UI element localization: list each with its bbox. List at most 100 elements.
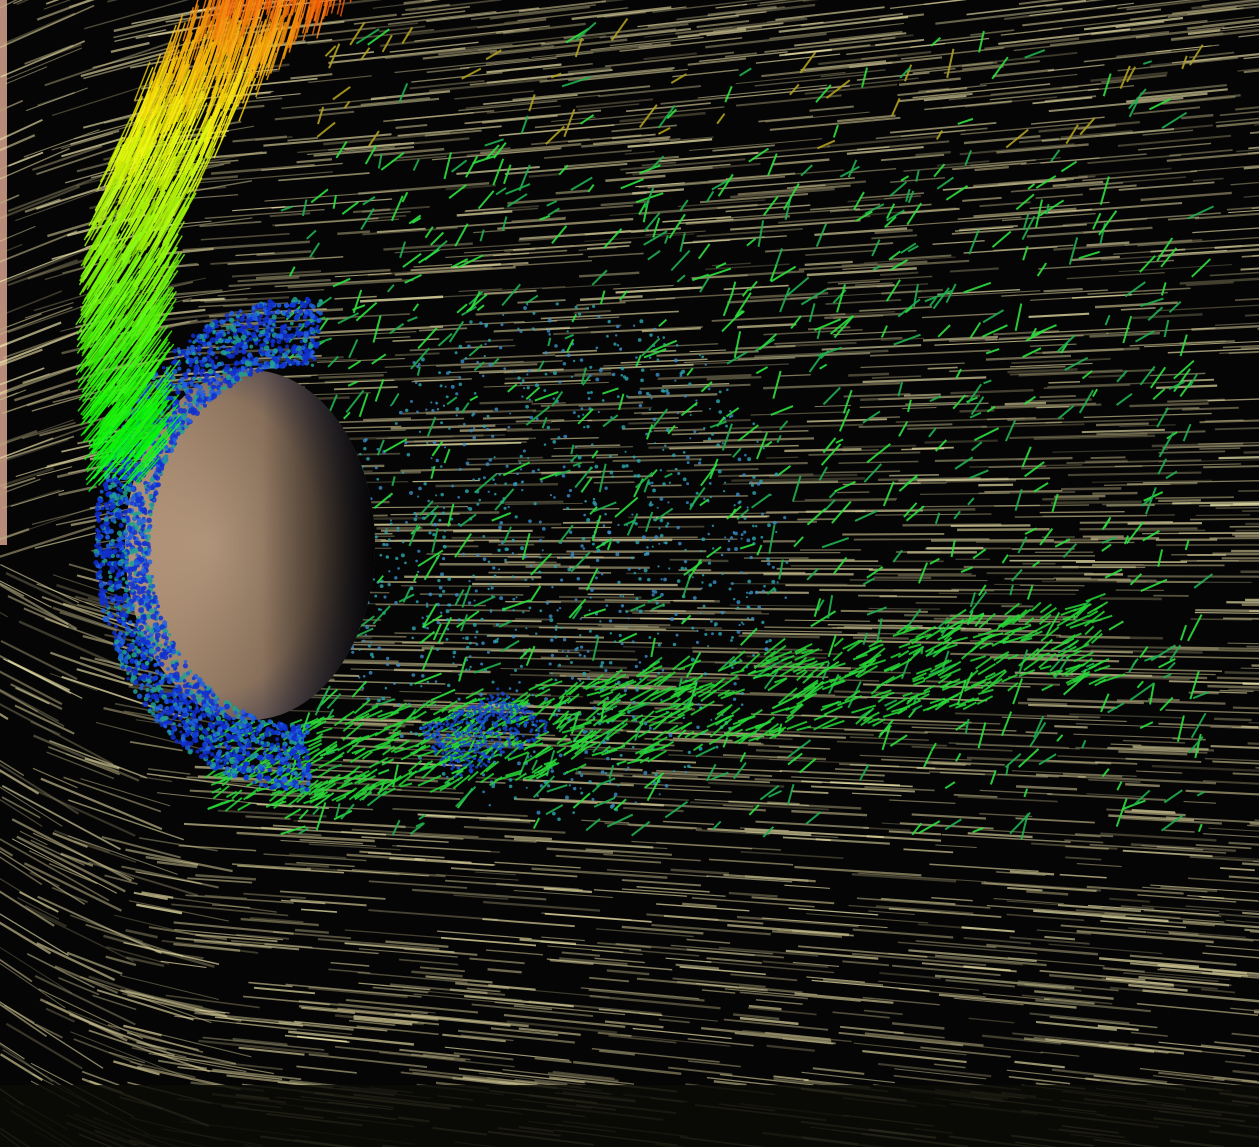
streak <box>517 458 571 462</box>
streak <box>1235 106 1259 111</box>
streak <box>0 437 54 460</box>
streak <box>1185 53 1259 64</box>
streak <box>318 97 440 112</box>
streak <box>1142 905 1220 913</box>
streak <box>1205 945 1259 951</box>
ion <box>518 680 521 684</box>
streak <box>522 648 636 653</box>
streak <box>1192 690 1248 694</box>
streak <box>424 409 478 413</box>
ion <box>465 636 469 641</box>
streak <box>1162 444 1259 449</box>
ion <box>624 376 629 381</box>
ion <box>596 548 601 553</box>
streak <box>728 891 778 898</box>
ion <box>740 537 743 540</box>
streak <box>691 897 815 908</box>
ion <box>638 403 643 408</box>
streak <box>764 36 896 53</box>
ion <box>668 481 672 484</box>
streak <box>553 328 657 336</box>
streak <box>852 952 987 967</box>
streak <box>32 144 103 171</box>
streak <box>1061 81 1122 89</box>
streak <box>638 179 730 188</box>
streak <box>389 856 422 861</box>
streak <box>652 0 763 13</box>
ion <box>703 497 706 501</box>
streak <box>647 441 721 445</box>
streak <box>739 991 808 1000</box>
streak <box>545 324 622 331</box>
streak <box>1214 717 1252 722</box>
ion <box>499 520 504 525</box>
streak <box>1244 928 1259 932</box>
streak <box>1009 369 1123 376</box>
streak <box>731 477 866 482</box>
ion <box>494 407 499 412</box>
ion <box>621 425 626 430</box>
streak <box>1199 447 1241 450</box>
streak <box>0 1003 48 1038</box>
ion <box>525 627 528 630</box>
ion <box>727 547 731 552</box>
streak <box>1158 1071 1225 1082</box>
ion <box>554 344 558 348</box>
streak <box>696 982 818 996</box>
streak <box>25 87 88 112</box>
streak <box>252 356 344 363</box>
ion <box>761 589 765 594</box>
streak <box>696 227 803 238</box>
streak <box>675 17 808 35</box>
streak <box>730 219 861 231</box>
ion <box>611 475 615 478</box>
ion <box>371 655 375 659</box>
streak <box>739 474 780 477</box>
streak <box>805 249 877 256</box>
streak <box>860 362 965 369</box>
streak <box>1041 128 1175 143</box>
streak <box>603 363 642 367</box>
ion <box>550 672 553 675</box>
ion <box>605 604 609 607</box>
ion <box>609 470 614 475</box>
streak <box>489 6 590 20</box>
streak <box>60 133 114 150</box>
streak <box>46 751 115 780</box>
streak <box>173 942 241 952</box>
streak <box>966 756 1099 765</box>
streak <box>609 211 650 217</box>
streak <box>392 338 440 342</box>
streak <box>1069 255 1120 262</box>
streak <box>1001 716 1127 722</box>
streak <box>851 167 897 174</box>
streak <box>584 229 649 236</box>
ion <box>540 480 543 483</box>
streak <box>599 363 694 370</box>
ion <box>487 338 492 342</box>
streak <box>518 236 557 242</box>
streak <box>513 889 614 899</box>
ion <box>550 653 555 658</box>
streak <box>76 668 134 687</box>
ion <box>614 334 618 337</box>
streak <box>1181 113 1214 120</box>
streak <box>1156 846 1204 851</box>
streak <box>981 1034 1062 1045</box>
ion <box>601 399 605 402</box>
streak <box>201 97 283 107</box>
streak <box>1214 243 1259 249</box>
ion <box>396 526 400 530</box>
streak <box>0 611 8 618</box>
streak <box>1129 962 1248 975</box>
streak <box>606 969 650 976</box>
ion <box>362 639 366 643</box>
ion <box>707 561 712 565</box>
streak <box>1088 904 1219 916</box>
streak <box>237 865 345 874</box>
ion <box>708 482 712 485</box>
streak <box>807 727 889 732</box>
ion <box>750 481 753 484</box>
ion <box>613 640 617 643</box>
ion <box>745 591 749 594</box>
